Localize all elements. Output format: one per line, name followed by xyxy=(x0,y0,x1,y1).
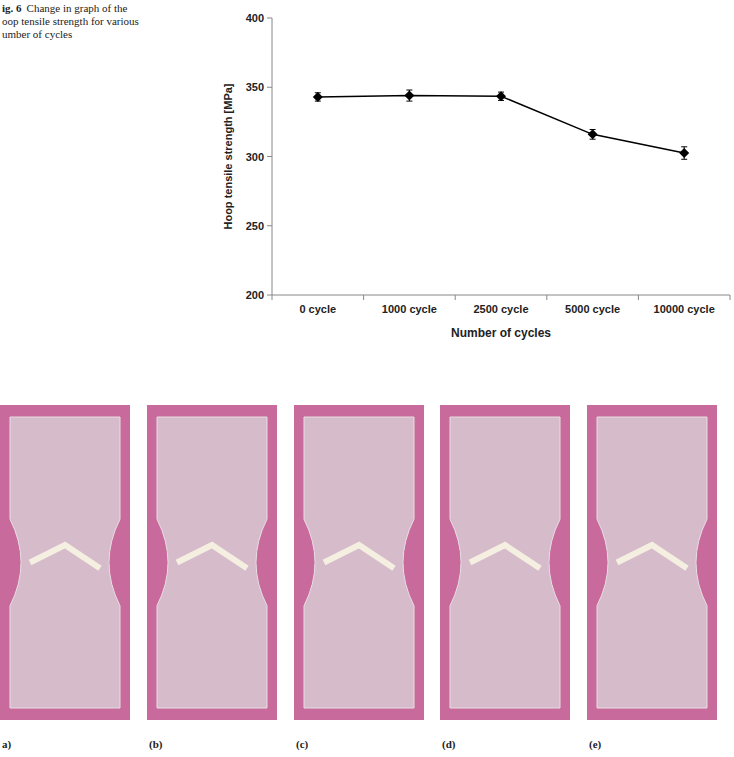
photo-panel xyxy=(147,405,277,720)
specimen xyxy=(450,417,560,708)
x-tick-label: 0 cycle xyxy=(299,303,336,315)
specimen xyxy=(157,417,267,708)
marker xyxy=(588,129,598,139)
error-cap xyxy=(681,159,687,160)
x-tick xyxy=(546,295,547,300)
panel-label: (d) xyxy=(442,738,456,751)
marker xyxy=(679,148,689,158)
x-tick xyxy=(272,295,273,300)
panel-label: (c) xyxy=(296,738,309,751)
series-line xyxy=(318,96,684,153)
y-tick xyxy=(267,225,272,226)
marker xyxy=(496,91,506,101)
photo-background xyxy=(147,405,277,720)
figure: ig. 6 Change in graph of theoop tensile s… xyxy=(0,0,734,757)
x-tick xyxy=(455,295,456,300)
x-tick xyxy=(638,295,639,300)
x-tick-label: 5000 cycle xyxy=(565,303,620,315)
y-tick-label: 250 xyxy=(246,220,264,232)
y-tick xyxy=(267,18,272,19)
x-tick-label: 1000 cycle xyxy=(382,303,437,315)
x-axis xyxy=(272,295,730,296)
panel-label: (e) xyxy=(589,738,602,751)
photo-background xyxy=(0,405,130,720)
photo-background xyxy=(294,405,424,720)
marker xyxy=(404,91,414,101)
specimen xyxy=(304,417,414,708)
caption-line: oop tensile strength for various xyxy=(2,15,139,27)
x-axis-title: Number of cycles xyxy=(451,326,551,340)
caption-label: ig. 6 xyxy=(2,2,22,14)
photo-panel xyxy=(587,405,717,720)
panel-label: (b) xyxy=(149,738,163,751)
panel-label: a) xyxy=(2,738,12,751)
y-axis-title: Hoop tensile strength [MPa] xyxy=(222,83,234,229)
y-tick-label: 300 xyxy=(246,151,264,163)
caption-line: Change in graph of the xyxy=(27,2,128,14)
fracture xyxy=(470,545,540,568)
photo-panel xyxy=(440,405,570,720)
x-tick-label: 10000 cycle xyxy=(654,303,715,315)
x-tick xyxy=(730,295,731,300)
error-cap xyxy=(406,101,412,102)
error-cap xyxy=(406,90,412,91)
specimen xyxy=(597,417,707,708)
photo-panel xyxy=(0,405,130,720)
y-tick xyxy=(267,295,272,296)
marker xyxy=(313,92,323,102)
specimen xyxy=(10,417,120,708)
fracture xyxy=(324,545,394,568)
caption-line: umber of cycles xyxy=(2,28,72,40)
y-tick-label: 350 xyxy=(246,81,264,93)
error-cap xyxy=(681,146,687,147)
y-tick xyxy=(267,156,272,157)
plot-marks xyxy=(313,90,689,159)
x-tick xyxy=(363,295,364,300)
y-tick xyxy=(267,87,272,88)
photo-panel xyxy=(294,405,424,720)
caption: ig. 6 Change in graph of the xyxy=(2,2,127,14)
fracture xyxy=(617,545,687,568)
y-tick-label: 200 xyxy=(246,289,264,301)
x-tick-label: 2500 cycle xyxy=(473,303,528,315)
fracture xyxy=(177,545,247,568)
y-tick-label: 400 xyxy=(246,12,264,24)
photo-background xyxy=(440,405,570,720)
fracture xyxy=(30,545,100,568)
photo-background xyxy=(587,405,717,720)
